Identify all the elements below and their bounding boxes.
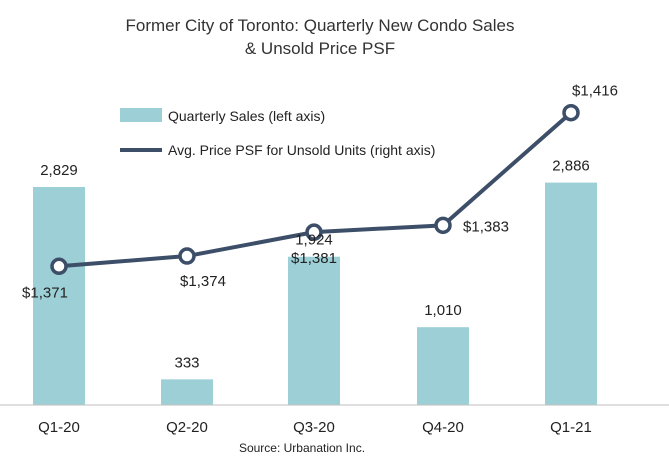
price-value-label: $1,381 [291,250,337,267]
price-value-label: $1,416 [572,83,618,100]
bar-q4-20 [417,327,469,405]
bar-q1-21 [545,182,597,405]
price-point-q3-20 [305,223,323,241]
bar-q3-20 [288,256,340,405]
bar-value-label: 333 [174,354,199,371]
price-value-label: $1,383 [463,218,509,235]
legend: Quarterly Sales (left axis) Avg. Price P… [120,108,435,158]
bar-q1-20 [33,187,85,405]
x-tick-label: Q1-21 [550,419,592,436]
legend-swatch-sales [120,108,162,122]
bar-q2-20 [161,379,213,405]
chart-source: Source: Urbanation Inc. [239,441,365,455]
x-tick-label: Q4-20 [422,419,464,436]
x-tick-label: Q1-20 [38,419,80,436]
bars-layer [33,182,597,405]
bar-value-label: 2,886 [552,158,590,175]
price-value-label: $1,371 [22,284,68,301]
labels-layer: 2,829 333 1,924 1,010 2,886 $1,371 $1,374 $1,38… [22,83,618,372]
legend-label-sales: Quarterly Sales (left axis) [168,108,325,124]
price-point-q2-20 [178,247,196,265]
legend-label-price: Avg. Price PSF for Unsold Units (right a… [168,142,435,158]
x-axis-ticks: Q1-20 Q2-20 Q3-20 Q4-20 Q1-21 [38,419,592,436]
price-point-q4-20 [434,216,452,235]
bar-value-label: 2,829 [40,162,78,179]
price-value-label: $1,374 [180,273,226,290]
price-point-q1-21 [562,103,580,122]
line-layer [50,103,580,276]
x-tick-label: Q3-20 [293,419,335,436]
bar-value-label: 1,924 [295,232,333,249]
price-point-q1-20 [50,257,68,276]
chart-subtitle: & Unsold Price PSF [245,39,395,58]
bar-value-label: 1,010 [424,302,462,319]
x-tick-label: Q2-20 [166,419,208,436]
chart-title: Former City of Toronto: Quarterly New Co… [126,16,515,35]
